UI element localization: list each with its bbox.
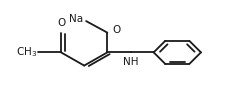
Text: O: O	[57, 18, 65, 28]
Text: CH$_3$: CH$_3$	[16, 45, 37, 59]
Text: NH: NH	[123, 57, 139, 67]
Text: O: O	[112, 25, 121, 35]
Text: Na: Na	[69, 14, 83, 24]
